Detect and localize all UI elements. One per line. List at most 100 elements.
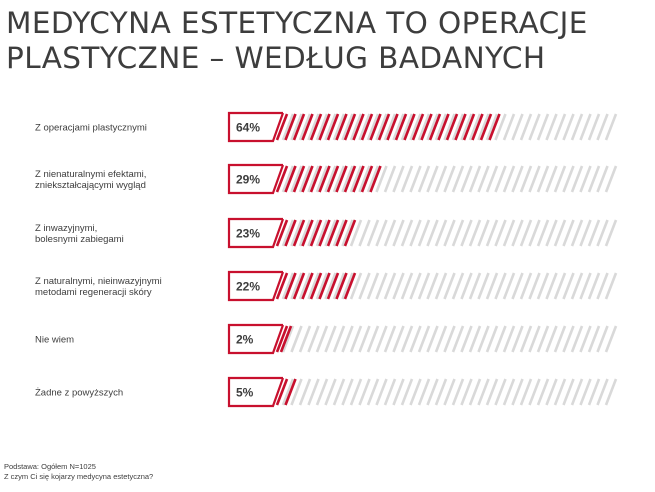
bar-row: Nie wiem 2% xyxy=(35,323,618,355)
bar-stripe xyxy=(275,219,289,247)
track-stripe xyxy=(536,325,550,353)
track-stripe xyxy=(519,378,533,406)
track-stripe xyxy=(434,378,448,406)
track-stripe xyxy=(392,378,405,406)
bar-stripe xyxy=(335,272,348,300)
track-stripe xyxy=(358,378,371,406)
bar-stripe xyxy=(479,113,493,141)
bar-stripe xyxy=(471,113,484,141)
track-stripe xyxy=(596,325,609,353)
bar-stripe xyxy=(301,272,314,300)
track-stripe xyxy=(281,272,295,300)
track-stripe xyxy=(426,113,439,141)
track-stripe xyxy=(400,272,414,300)
track-stripe xyxy=(298,325,312,353)
track-stripe xyxy=(511,165,524,193)
track-stripe xyxy=(511,219,524,247)
track-stripe xyxy=(545,113,558,141)
category-label: Z nienaturalnymi efektami, xyxy=(35,169,146,180)
track-stripe xyxy=(536,378,550,406)
track-stripe xyxy=(604,272,618,300)
track-stripe xyxy=(587,113,601,141)
track-stripe xyxy=(468,219,482,247)
track-stripe xyxy=(494,113,507,141)
track-stripe xyxy=(596,378,609,406)
track-stripe xyxy=(315,378,329,406)
value-box xyxy=(227,163,285,195)
data-label: 5% xyxy=(236,386,254,400)
track-stripe xyxy=(451,272,465,300)
track-stripe xyxy=(392,272,405,300)
chart-title: MEDYCYNA ESTETYCZNA TO OPERACJE PLASTYCZ… xyxy=(6,6,588,76)
track-stripe xyxy=(494,219,507,247)
track-stripe xyxy=(443,378,456,406)
bar-stripe xyxy=(284,378,297,406)
bar-stripe xyxy=(352,113,365,141)
track-stripe xyxy=(366,113,380,141)
track-stripe xyxy=(468,113,482,141)
bar-stripe xyxy=(275,113,289,141)
track-stripe xyxy=(553,165,567,193)
track-stripe xyxy=(485,113,499,141)
category-label: zniekształcającymi wygląd xyxy=(35,180,146,191)
track-stripe xyxy=(579,219,592,247)
track-stripe xyxy=(579,113,592,141)
bar-stripe xyxy=(292,219,306,247)
track-stripe xyxy=(579,378,592,406)
track-stripe xyxy=(332,165,346,193)
track-stripe xyxy=(366,325,380,353)
track-stripe xyxy=(528,165,541,193)
track-stripe xyxy=(477,165,490,193)
track-stripe xyxy=(536,165,550,193)
value-box xyxy=(227,376,285,408)
track-stripe xyxy=(417,272,431,300)
track-stripe xyxy=(426,272,439,300)
bar-row: Z nienaturalnymi efektami,zniekształcają… xyxy=(35,163,618,195)
track-stripe xyxy=(341,272,354,300)
track-stripe xyxy=(443,325,456,353)
track-stripe xyxy=(604,219,618,247)
bar-stripe xyxy=(343,219,357,247)
track-stripe xyxy=(545,165,558,193)
category-label: Żadne z powyższych xyxy=(35,388,123,399)
track-stripe xyxy=(460,325,473,353)
bar-stripe xyxy=(309,165,323,193)
bar-stripe xyxy=(394,113,408,141)
track-stripe xyxy=(460,272,473,300)
bar-stripe xyxy=(275,165,289,193)
track-stripe xyxy=(281,219,295,247)
bar-stripe xyxy=(335,165,348,193)
track-stripe xyxy=(511,325,524,353)
track-stripe xyxy=(392,325,405,353)
bar-stripe xyxy=(420,113,433,141)
track-stripe xyxy=(400,378,414,406)
track-stripe xyxy=(587,378,601,406)
bar-stripe xyxy=(275,325,289,353)
track-stripe xyxy=(502,272,516,300)
track-stripe xyxy=(281,113,295,141)
track-stripe xyxy=(298,272,312,300)
track-stripe xyxy=(468,272,482,300)
track-stripe xyxy=(281,378,295,406)
track-stripe xyxy=(400,165,414,193)
track-stripe xyxy=(341,325,354,353)
track-stripe xyxy=(392,165,405,193)
bar-stripe xyxy=(284,272,297,300)
track-stripe xyxy=(494,272,507,300)
track-stripe xyxy=(324,219,337,247)
track-stripe xyxy=(409,219,422,247)
track-stripe xyxy=(511,113,524,141)
track-stripe xyxy=(477,113,490,141)
bar-stripe xyxy=(326,219,340,247)
track-stripe xyxy=(545,219,558,247)
track-stripe xyxy=(443,219,456,247)
track-stripe xyxy=(587,272,601,300)
track-stripe xyxy=(451,219,465,247)
track-stripe xyxy=(443,165,456,193)
track-stripe xyxy=(451,165,465,193)
track-stripe xyxy=(332,272,346,300)
track-stripe xyxy=(587,219,601,247)
track-stripe xyxy=(307,165,320,193)
